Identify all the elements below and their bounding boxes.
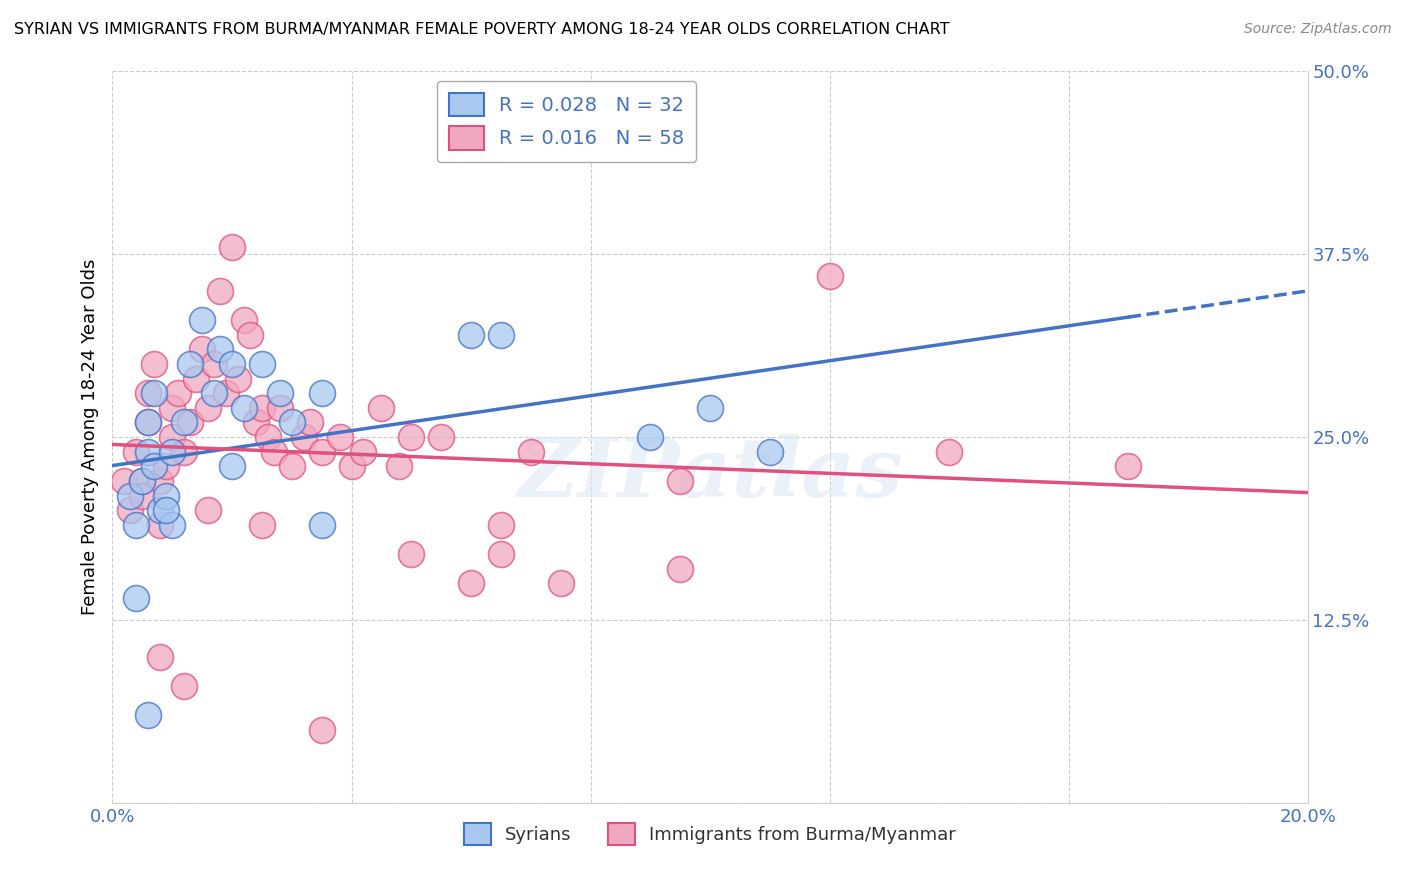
Point [186, 371, 208, 385]
Point [138, 444, 160, 458]
Point [155, 503, 177, 517]
Point [669, 562, 692, 576]
Point [401, 430, 423, 444]
Point [759, 444, 782, 458]
Point [149, 649, 172, 664]
Point [131, 474, 153, 488]
Point [167, 386, 190, 401]
Point [162, 430, 183, 444]
Point [125, 591, 148, 605]
Point [269, 401, 291, 415]
Point [311, 386, 333, 401]
Point [221, 357, 243, 371]
Point [179, 357, 201, 371]
Point [143, 459, 166, 474]
Point [370, 401, 392, 415]
Point [226, 371, 249, 385]
Point [257, 430, 280, 444]
Point [221, 240, 243, 254]
Point [250, 401, 273, 415]
Point [489, 517, 512, 532]
Point [155, 459, 177, 474]
Point [125, 517, 148, 532]
Point [520, 444, 543, 458]
Point [460, 327, 482, 342]
Point [550, 576, 572, 591]
Legend: Syrians, Immigrants from Burma/Myanmar: Syrians, Immigrants from Burma/Myanmar [457, 816, 963, 852]
Point [669, 474, 692, 488]
Point [329, 430, 352, 444]
Point [202, 357, 225, 371]
Point [460, 576, 482, 591]
Point [138, 416, 160, 430]
Point [179, 416, 201, 430]
Point [120, 503, 142, 517]
Point [489, 327, 512, 342]
Point [173, 679, 195, 693]
Text: ZIPatlas: ZIPatlas [517, 434, 903, 514]
Point [269, 386, 291, 401]
Point [131, 474, 153, 488]
Point [818, 269, 841, 284]
Point [155, 489, 177, 503]
Point [209, 284, 232, 298]
Point [149, 474, 172, 488]
Point [197, 503, 219, 517]
Point [215, 386, 238, 401]
Point [311, 444, 333, 458]
Point [489, 547, 512, 561]
Point [120, 489, 142, 503]
Point [401, 547, 423, 561]
Point [245, 416, 267, 430]
Point [340, 459, 363, 474]
Point [143, 386, 166, 401]
Point [191, 343, 214, 357]
Point [149, 503, 172, 517]
Point [250, 357, 273, 371]
Point [311, 517, 333, 532]
Point [125, 444, 148, 458]
Point [173, 444, 195, 458]
Point [149, 517, 172, 532]
Point [239, 327, 262, 342]
Point [162, 444, 183, 458]
Point [353, 444, 375, 458]
Point [281, 416, 304, 430]
Point [388, 459, 411, 474]
Point [202, 386, 225, 401]
Point [209, 343, 232, 357]
Point [162, 401, 183, 415]
Text: Source: ZipAtlas.com: Source: ZipAtlas.com [1244, 22, 1392, 37]
Point [938, 444, 960, 458]
Point [197, 401, 219, 415]
Point [298, 416, 321, 430]
Point [162, 517, 183, 532]
Point [233, 401, 256, 415]
Point [640, 430, 662, 444]
Point [221, 459, 243, 474]
Point [138, 386, 160, 401]
Point [430, 430, 453, 444]
Point [131, 489, 153, 503]
Point [138, 708, 160, 723]
Text: SYRIAN VS IMMIGRANTS FROM BURMA/MYANMAR FEMALE POVERTY AMONG 18-24 YEAR OLDS COR: SYRIAN VS IMMIGRANTS FROM BURMA/MYANMAR … [14, 22, 949, 37]
Point [1118, 459, 1140, 474]
Point [143, 357, 166, 371]
Point [699, 401, 721, 415]
Point [263, 444, 285, 458]
Point [292, 430, 315, 444]
Point [114, 474, 135, 488]
Point [311, 723, 333, 737]
Point [138, 416, 160, 430]
Point [173, 416, 195, 430]
Point [250, 517, 273, 532]
Point [281, 459, 304, 474]
Point [233, 313, 256, 327]
Y-axis label: Female Poverty Among 18-24 Year Olds: Female Poverty Among 18-24 Year Olds [80, 259, 98, 615]
Point [191, 313, 214, 327]
